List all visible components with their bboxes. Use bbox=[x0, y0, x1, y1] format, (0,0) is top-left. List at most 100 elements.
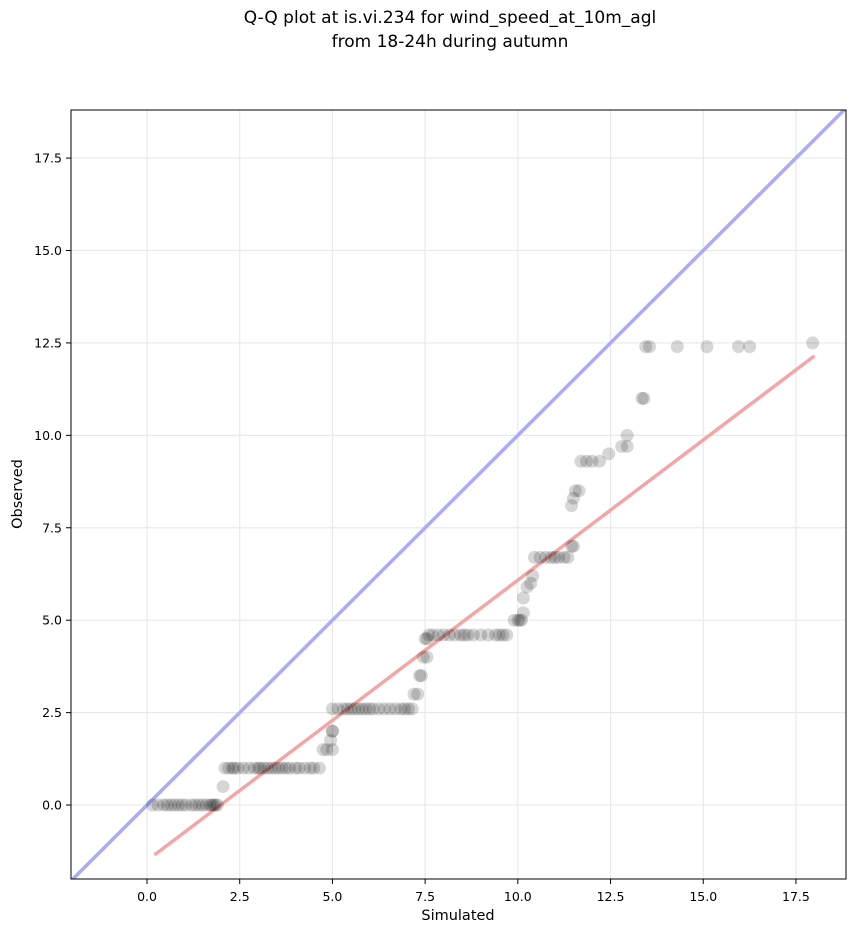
data-point bbox=[363, 702, 377, 716]
data-point bbox=[225, 761, 239, 775]
data-point bbox=[639, 340, 653, 354]
data-point bbox=[175, 798, 189, 812]
data-point bbox=[292, 761, 306, 775]
data-point bbox=[351, 702, 365, 716]
data-point bbox=[539, 550, 553, 564]
data-point bbox=[572, 484, 586, 498]
data-point bbox=[615, 439, 629, 453]
chart-subtitle: from 18-24h during autumn bbox=[331, 32, 569, 52]
data-point bbox=[279, 761, 293, 775]
x-tick-label: 12.5 bbox=[597, 889, 625, 904]
data-point bbox=[516, 606, 530, 620]
data-point bbox=[231, 761, 245, 775]
y-tick-label: 17.5 bbox=[34, 151, 62, 166]
data-point bbox=[520, 580, 534, 594]
data-point bbox=[398, 702, 412, 716]
data-point bbox=[507, 613, 521, 627]
x-tick-label: 5.0 bbox=[322, 889, 342, 904]
data-point bbox=[303, 761, 317, 775]
data-point bbox=[146, 798, 160, 812]
y-tick-label: 2.5 bbox=[42, 705, 62, 720]
data-point bbox=[151, 798, 165, 812]
data-point bbox=[325, 724, 339, 738]
data-point bbox=[743, 340, 757, 354]
data-point bbox=[207, 798, 221, 812]
data-point bbox=[568, 484, 582, 498]
data-point bbox=[160, 798, 174, 812]
y-tick-label: 10.0 bbox=[34, 428, 62, 443]
data-points bbox=[146, 336, 820, 812]
data-point bbox=[457, 628, 471, 642]
grid-lines bbox=[71, 110, 846, 879]
data-point bbox=[168, 798, 182, 812]
data-point bbox=[253, 761, 267, 775]
data-point bbox=[383, 702, 397, 716]
data-point bbox=[565, 539, 579, 553]
data-point bbox=[316, 743, 330, 757]
data-point bbox=[157, 798, 171, 812]
data-point bbox=[670, 340, 684, 354]
y-axis-label: Observed bbox=[10, 459, 26, 529]
y-tick-label: 0.0 bbox=[42, 798, 62, 813]
data-point bbox=[307, 761, 321, 775]
data-point bbox=[320, 743, 334, 757]
data-point bbox=[372, 702, 386, 716]
data-point bbox=[312, 761, 326, 775]
data-point bbox=[325, 724, 339, 738]
data-point bbox=[377, 702, 391, 716]
data-point bbox=[516, 591, 530, 605]
data-point bbox=[448, 628, 462, 642]
data-point bbox=[325, 702, 339, 716]
data-point bbox=[337, 702, 351, 716]
data-point bbox=[210, 798, 224, 812]
data-point bbox=[585, 454, 599, 468]
data-point bbox=[325, 743, 339, 757]
data-point bbox=[528, 550, 542, 564]
data-point bbox=[420, 632, 434, 646]
data-point bbox=[236, 761, 250, 775]
data-point bbox=[442, 628, 456, 642]
data-point bbox=[348, 702, 362, 716]
y-tick-label: 7.5 bbox=[42, 520, 62, 535]
data-point bbox=[515, 613, 529, 627]
data-point bbox=[411, 687, 425, 701]
data-point bbox=[407, 687, 421, 701]
data-point bbox=[620, 439, 634, 453]
data-point bbox=[566, 491, 580, 505]
plot-frame bbox=[70, 109, 847, 880]
data-point bbox=[548, 550, 562, 564]
data-point bbox=[218, 761, 232, 775]
x-axis-label: Simulated bbox=[421, 908, 494, 924]
data-point bbox=[492, 628, 506, 642]
data-point bbox=[222, 761, 236, 775]
data-point bbox=[431, 628, 445, 642]
data-point bbox=[203, 798, 217, 812]
data-point bbox=[227, 761, 241, 775]
data-point bbox=[192, 798, 206, 812]
y-tick-label: 5.0 bbox=[42, 613, 62, 628]
data-point bbox=[500, 628, 514, 642]
data-point bbox=[620, 428, 634, 442]
data-point bbox=[216, 780, 230, 794]
data-point bbox=[420, 650, 434, 664]
data-point bbox=[592, 454, 606, 468]
data-point bbox=[164, 798, 178, 812]
data-point bbox=[602, 447, 616, 461]
data-point bbox=[331, 702, 345, 716]
x-tick-label: 15.0 bbox=[689, 889, 717, 904]
data-point bbox=[264, 761, 278, 775]
x-tick-label: 10.0 bbox=[504, 889, 532, 904]
data-point bbox=[188, 798, 202, 812]
data-point bbox=[731, 340, 745, 354]
data-point bbox=[561, 550, 575, 564]
data-point bbox=[566, 539, 580, 553]
data-point bbox=[511, 613, 525, 627]
y-axis-ticks: 0.0 2.5 5.0 7.5 10.0 12.5 15.0 17.5 bbox=[34, 151, 71, 813]
data-point bbox=[179, 798, 193, 812]
data-point bbox=[533, 550, 547, 564]
fit-line bbox=[153, 354, 816, 857]
data-point bbox=[466, 628, 480, 642]
data-point bbox=[426, 628, 440, 642]
identity-line bbox=[71, 110, 846, 879]
data-point bbox=[806, 336, 820, 350]
